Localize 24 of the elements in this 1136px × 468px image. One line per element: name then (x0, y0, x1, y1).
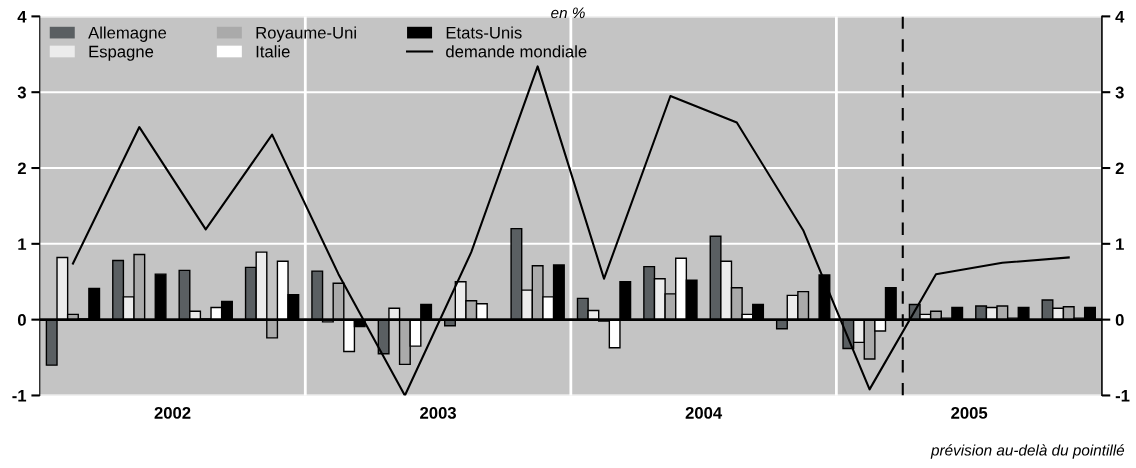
y2-tick-label: 3 (1115, 86, 1124, 99)
legend-label: Espagne (89, 45, 154, 61)
text: prévision au-delà du pointillé (930, 444, 1125, 459)
y2-tick-label: 0 (1115, 314, 1124, 326)
legend-label: demande mondiale (446, 45, 587, 58)
y-tick-label: 1 (18, 238, 27, 250)
y-tick-label: -1 (12, 390, 27, 402)
x-tick-label: 2003 (420, 407, 457, 419)
y2-tick-label: -1 (1115, 390, 1130, 402)
x-tick-label: 2004 (685, 407, 723, 419)
chart-title: en % (551, 7, 585, 19)
y2-tick-label: 1 (1116, 238, 1124, 250)
legend-label: Etats-Unis (446, 26, 522, 39)
x-tick-label: 2002 (154, 407, 191, 419)
x-tick-label: 2005 (951, 407, 988, 419)
y2-tick-label: 4 (1115, 10, 1125, 23)
y2-tick-label: 2 (1115, 162, 1124, 175)
y-tick-label: 4 (17, 10, 27, 23)
y-tick-label: 3 (17, 86, 26, 99)
y-tick-label: 2 (17, 162, 26, 175)
y-tick-label: 0 (17, 314, 26, 326)
legend-label: Royaume-Uni (256, 26, 356, 42)
legend-label: Allemagne (88, 26, 167, 42)
legend-label: Italie (256, 45, 290, 58)
